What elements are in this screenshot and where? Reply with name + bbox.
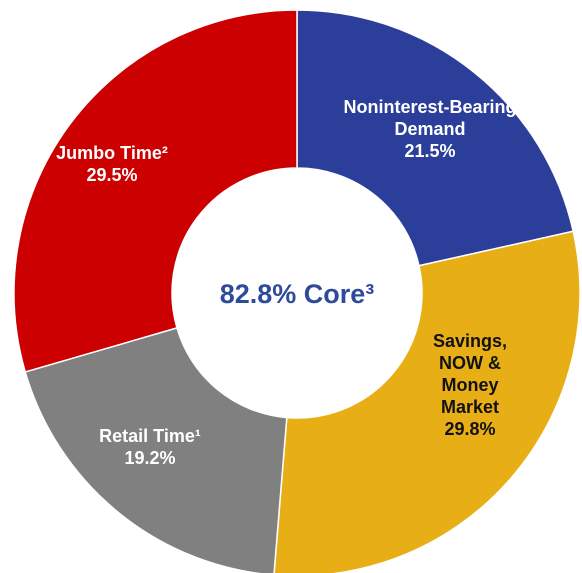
slice-name: Savings, NOW & Money Market [432,331,508,417]
slice-label-box: Retail Time¹ 19.2% [50,425,250,469]
donut-slice [273,230,581,573]
slice-label-box: Noninterest-Bearing Demand 21.5% [335,96,525,162]
slice-label-box: Jumbo Time² 29.5% [27,142,197,186]
slice-value-label: 21.5% [404,141,456,161]
slice-value-label: 29.5% [86,165,138,185]
donut-slice [24,326,288,573]
center-annotation: 82.8% Core³ [220,279,375,309]
slice-name: Retail Time¹ [99,426,201,446]
slice-name: Noninterest-Bearing Demand [343,97,517,139]
slice-label-box: Savings, NOW & Money Market 29.8% [420,330,520,440]
donut-slice [296,9,575,267]
slice-value-label: 29.8% [444,419,496,439]
slice-name: Jumbo Time² [56,143,168,163]
slices [13,9,581,573]
donut-slice [13,9,298,373]
slice-value-label: 19.2% [124,448,176,468]
